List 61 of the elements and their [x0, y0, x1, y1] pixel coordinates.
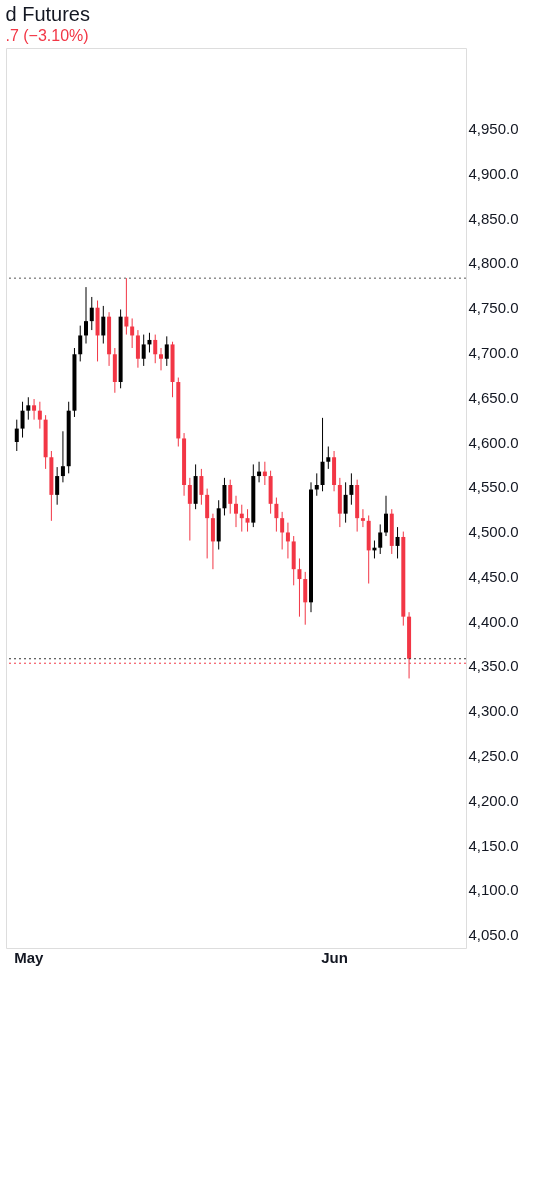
y-tick-label: 4,450.0: [468, 567, 519, 585]
y-tick-label: 4,600.0: [468, 433, 519, 451]
candlestick: [360, 508, 365, 528]
y-tick-label: 4,700.0: [468, 343, 519, 361]
x-tick-label: Jun: [321, 948, 348, 966]
candlestick: [234, 495, 238, 528]
candlestick: [141, 334, 146, 367]
y-tick-label: 4,500.0: [468, 523, 519, 541]
candlestick: [55, 466, 60, 506]
y-tick-label: 4,100.0: [468, 881, 519, 899]
candlestick: [37, 401, 42, 430]
candlestick: [205, 488, 210, 559]
y-tick-label: 4,050.0: [468, 926, 519, 944]
candlestick: [297, 557, 302, 618]
chart-title: d Futures: [5, 3, 90, 25]
x-tick-label: May: [14, 948, 45, 966]
candlestick: [101, 305, 106, 345]
candlestick: [14, 419, 19, 452]
candlestick: [222, 477, 227, 516]
candlestick: [303, 571, 308, 626]
candlestick: [20, 401, 25, 439]
candlestick: [210, 513, 215, 570]
candlestick: [320, 417, 325, 492]
y-tick-label: 4,550.0: [468, 478, 519, 496]
y-tick-label: 4,350.0: [468, 657, 519, 675]
candlestick: [280, 511, 285, 550]
candlestick: [159, 347, 163, 371]
candlestick: [124, 277, 129, 336]
candlestick: [395, 526, 400, 559]
y-tick-label: 4,300.0: [468, 702, 519, 720]
candlestick: [153, 334, 158, 364]
candlestick: [26, 396, 31, 421]
y-tick-label: 4,650.0: [468, 388, 519, 406]
candlestick: [199, 468, 204, 506]
chart-subtitle: .7 (−3.10%): [5, 27, 89, 44]
candlestick: [84, 286, 88, 345]
y-tick-label: 4,800.0: [468, 254, 519, 272]
y-tick-label: 4,850.0: [468, 209, 519, 227]
y-tick-label: 4,250.0: [468, 746, 519, 764]
candlestick: [343, 481, 348, 524]
candlestick: [274, 497, 279, 533]
y-tick-label: 4,750.0: [468, 299, 519, 317]
candlestick: [32, 398, 37, 421]
candlestick: [135, 329, 140, 369]
candlestick: [187, 477, 192, 542]
y-tick-label: 4,900.0: [468, 164, 519, 182]
candlestick: [245, 508, 250, 533]
candlestick: [378, 523, 383, 555]
candlestick: [164, 335, 169, 367]
y-tick-label: 4,200.0: [468, 791, 519, 809]
candlestick: [326, 446, 331, 470]
candlestick: [349, 472, 354, 506]
candlestick: [89, 296, 94, 331]
candlestick: [384, 495, 388, 537]
candlestick: [60, 430, 65, 483]
candlestick: [285, 522, 290, 559]
candlestick: [78, 325, 83, 362]
y-tick-label: 4,400.0: [468, 612, 519, 630]
y-tick-label: 4,150.0: [468, 836, 519, 854]
y-tick-label: 4,950.0: [468, 120, 519, 138]
candlestick: [228, 479, 233, 515]
